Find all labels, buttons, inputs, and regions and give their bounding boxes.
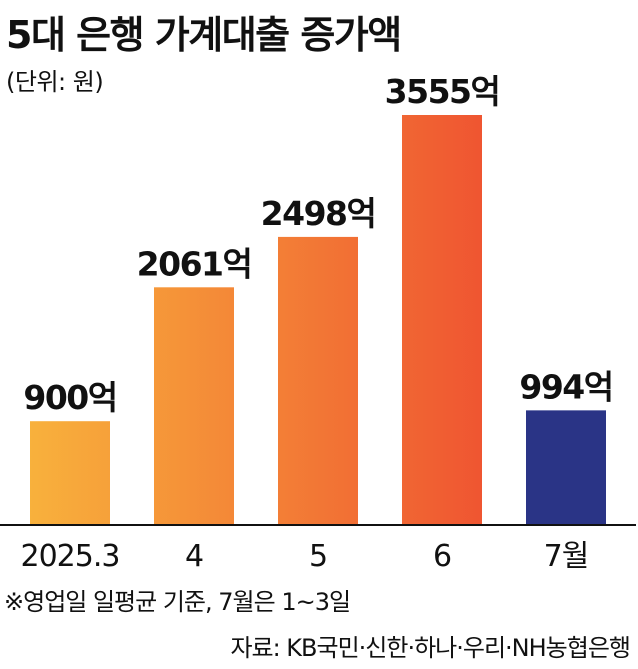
bar-2: [154, 287, 234, 525]
value-label-1: 900억: [23, 378, 116, 417]
footnote: ※영업일 일평균 기준, 7월은 1~3일: [4, 588, 351, 616]
x-tick-label-5: 7월: [544, 539, 589, 574]
value-label-4: 3555억: [385, 72, 500, 111]
unit-note: (단위: 원): [6, 68, 104, 96]
bar-5: [526, 410, 606, 525]
bar-4: [402, 115, 482, 525]
bar-3: [278, 236, 358, 525]
x-tick-label-4: 6: [433, 539, 451, 574]
bar-1: [30, 421, 110, 525]
value-label-5: 994억: [519, 367, 612, 406]
x-tick-label-1: 2025.3: [21, 539, 120, 574]
source-note: 자료: KB국민·신한·하나·우리·NH농협은행: [230, 634, 631, 662]
chart-title: 5대 은행 가계대출 증가액: [6, 13, 402, 57]
x-tick-label-2: 4: [185, 539, 203, 574]
value-label-3: 2498억: [261, 194, 376, 233]
value-label-2: 2061억: [137, 244, 252, 283]
x-tick-label-3: 5: [309, 539, 327, 574]
x-tick-labels: 2025.3 4 5 6 7월: [21, 539, 590, 574]
bars-group: [30, 115, 606, 525]
